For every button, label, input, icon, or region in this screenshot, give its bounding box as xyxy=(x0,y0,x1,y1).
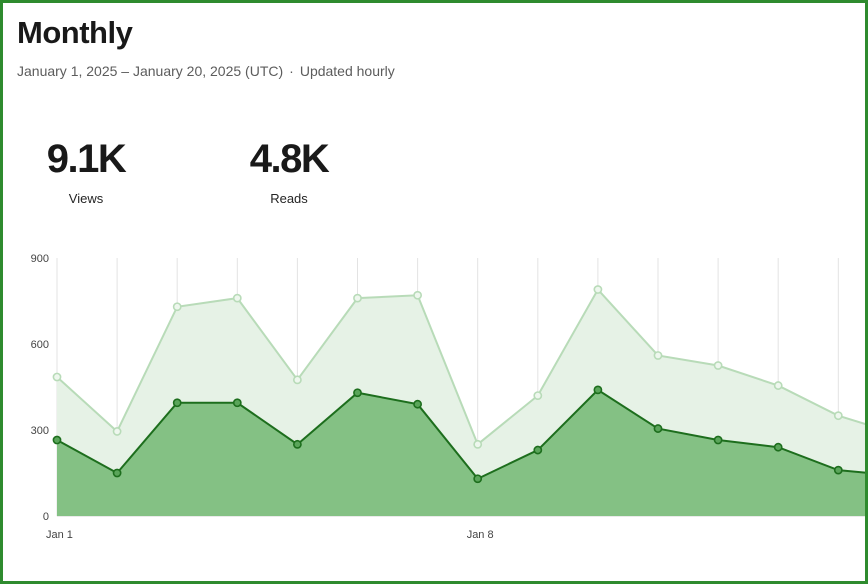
views-point xyxy=(172,302,182,312)
reads-area xyxy=(57,389,865,516)
reads-point xyxy=(713,435,723,445)
reads-point xyxy=(232,398,242,408)
views-point xyxy=(413,290,422,300)
reads-point xyxy=(172,398,182,408)
views-point xyxy=(112,427,122,436)
views-point xyxy=(833,411,843,421)
update-note: Updated hourly xyxy=(299,63,395,79)
views-point xyxy=(353,293,362,303)
views-point xyxy=(713,361,723,370)
y-tick-label: 600 xyxy=(31,339,49,351)
reads-point xyxy=(52,435,62,445)
page-title: Monthly xyxy=(17,15,133,50)
date-range-subtitle: January 1, 2025 – January 20, 2025 (UTC)… xyxy=(17,63,395,79)
views-value: 9.1K xyxy=(46,137,127,181)
reads-point xyxy=(593,385,603,395)
views-label: Views xyxy=(68,191,104,206)
views-point xyxy=(593,285,603,294)
views-point xyxy=(473,439,483,449)
y-tick-label: 300 xyxy=(31,425,49,437)
views-point xyxy=(653,351,663,360)
reads-point xyxy=(833,465,843,475)
views-point xyxy=(232,293,242,303)
x-tick-label: Jan 1 xyxy=(46,529,73,541)
views-point xyxy=(773,381,783,390)
views-stat: 9.1K Views xyxy=(43,135,129,206)
reads-point xyxy=(773,442,783,452)
reads-stat: 4.8K Reads xyxy=(239,135,339,206)
views-point xyxy=(533,391,543,400)
reads-value: 4.8K xyxy=(249,137,330,181)
views-reads-chart: 0 300 600 900 Jan 1 Jan 8 xyxy=(31,253,865,541)
y-tick-label: 0 xyxy=(43,511,49,523)
views-point xyxy=(292,375,302,385)
reads-point xyxy=(473,474,483,484)
reads-point xyxy=(533,445,543,455)
y-tick-label: 900 xyxy=(31,253,49,265)
views-point xyxy=(52,372,62,382)
separator-dot: · xyxy=(289,63,294,79)
reads-point xyxy=(292,439,302,449)
date-range: January 1, 2025 – January 20, 2025 (UTC) xyxy=(17,63,284,79)
reads-point xyxy=(413,399,422,409)
reads-label: Reads xyxy=(270,191,308,206)
x-tick-label: Jan 8 xyxy=(467,529,494,541)
reads-point xyxy=(353,388,362,398)
reads-point xyxy=(653,424,663,433)
reads-point xyxy=(112,468,122,478)
